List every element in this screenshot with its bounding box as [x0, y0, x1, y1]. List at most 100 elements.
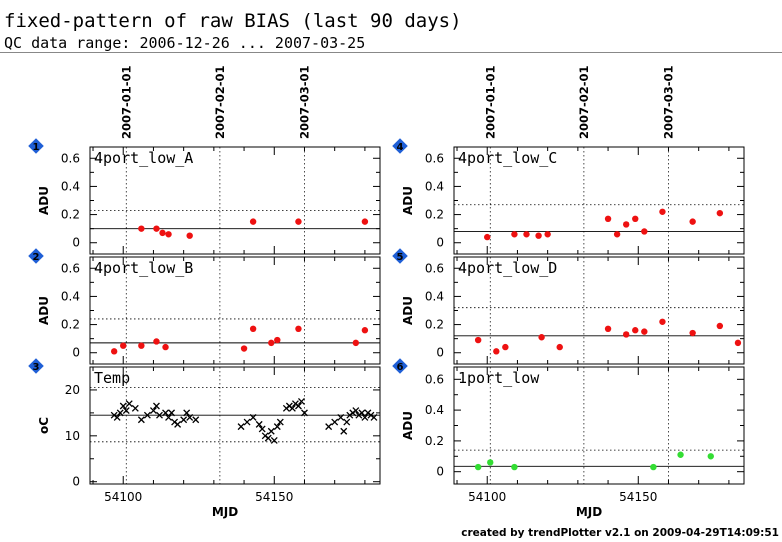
figure-title: fixed-pattern of raw BIAS (last 90 days) — [4, 10, 462, 32]
data-point — [358, 409, 366, 417]
x-tick-label: 54150 — [619, 490, 657, 504]
y-tick-label: 0 — [436, 346, 444, 360]
data-point — [484, 233, 491, 241]
panel-number-badge: 5 — [392, 248, 408, 264]
data-point — [343, 418, 351, 426]
data-point — [604, 215, 612, 223]
y-tick-label: 0.2 — [425, 434, 444, 448]
badge-number: 5 — [397, 252, 404, 263]
y-tick-label: 0.2 — [425, 208, 444, 222]
data-point — [288, 404, 296, 412]
data-point — [295, 218, 302, 225]
x-tick-label: 54150 — [255, 490, 293, 504]
data-point — [613, 231, 621, 238]
data-point — [487, 459, 494, 466]
y-axis-label: ADU — [37, 296, 51, 325]
data-point — [622, 221, 630, 228]
panel-number-badge: 2 — [28, 248, 44, 264]
data-point — [716, 322, 724, 330]
x-tick-label: 54100 — [468, 490, 506, 504]
data-point — [258, 425, 266, 433]
badge-number: 3 — [33, 362, 40, 373]
panel-4: 0 0.2 0.4 0.6 ADU 4port_low_C 4 2007-01-01 2007-… — [392, 65, 745, 255]
date-label: 2007-01-01 — [483, 65, 497, 139]
data-point — [474, 463, 482, 471]
series-label: 1port_low — [458, 369, 540, 387]
data-point — [556, 343, 563, 351]
data-point — [474, 336, 482, 344]
data-point — [294, 402, 302, 410]
x-axis-label: MJD — [576, 505, 602, 519]
data-point — [297, 397, 305, 405]
data-point — [138, 225, 145, 232]
y-tick-label: 0.6 — [425, 151, 444, 165]
data-point — [159, 229, 166, 237]
data-point — [165, 414, 173, 421]
y-axis-label: ADU — [37, 186, 51, 215]
data-point — [186, 414, 194, 421]
data-point — [264, 434, 272, 442]
x-axis-label: MJD — [212, 505, 238, 519]
data-point — [535, 232, 542, 239]
data-point — [113, 414, 121, 421]
data-point — [273, 423, 281, 431]
series-label: Temp — [94, 369, 130, 387]
data-point — [493, 348, 500, 355]
y-tick-label: 0 — [436, 465, 444, 479]
data-point — [138, 342, 145, 349]
panel-3: 0 10 20 oC Temp 3 54100 54150 MJD — [28, 358, 381, 519]
y-tick-label: 10 — [65, 429, 80, 443]
data-point — [689, 329, 696, 337]
panel-number-badge: 4 — [392, 138, 408, 154]
data-point — [361, 414, 369, 421]
data-point — [301, 409, 308, 417]
data-point — [180, 416, 188, 424]
y-axis-label: ADU — [401, 186, 415, 215]
date-label: 2007-02-01 — [577, 65, 591, 139]
series-label: 4port_low_C — [458, 149, 557, 167]
data-point — [604, 325, 612, 333]
badge-number: 6 — [397, 362, 404, 373]
data-point — [632, 327, 639, 334]
data-point — [659, 208, 666, 215]
footer-credit: created by trendPlotter v2.1 on 2009-04-… — [461, 527, 779, 539]
data-point — [544, 231, 551, 238]
data-point — [707, 453, 714, 460]
data-point — [116, 409, 124, 417]
y-tick-label: 0.2 — [425, 318, 444, 332]
data-point — [153, 225, 160, 232]
panel-number-badge: 6 — [392, 358, 408, 374]
panel-number-badge: 1 — [28, 138, 44, 154]
y-tick-label: 0.6 — [425, 372, 444, 386]
y-axis-label: ADU — [401, 296, 415, 325]
data-point — [162, 343, 169, 351]
series-label: 4port_low_D — [458, 259, 557, 277]
panel-6: 0 0.2 0.4 0.6 ADU 1port_low 6 54100 54150 MJD — [392, 358, 745, 519]
data-point — [268, 339, 275, 347]
data-point — [255, 420, 263, 428]
y-tick-label: 0 — [72, 236, 80, 250]
panel-5: 0 0.2 0.4 0.6 ADU 4port_low_D 5 — [392, 248, 745, 365]
data-point — [143, 411, 151, 419]
data-point — [340, 427, 348, 435]
data-point — [295, 325, 302, 333]
badge-number: 1 — [33, 142, 40, 153]
y-tick-label: 0.2 — [61, 318, 80, 332]
data-point — [632, 215, 639, 223]
data-point — [716, 209, 724, 217]
data-point — [650, 463, 657, 471]
panel-2: 0 0.2 0.4 0.6 ADU 4port_low_B 2 — [28, 248, 381, 365]
y-tick-label: 0.4 — [61, 179, 80, 193]
data-point — [237, 423, 245, 431]
y-tick-label: 0.6 — [425, 261, 444, 275]
data-point — [641, 228, 648, 235]
data-point — [511, 231, 518, 238]
data-point — [352, 407, 360, 415]
data-point — [511, 463, 518, 471]
series-label: 4port_low_A — [94, 149, 193, 167]
data-point — [125, 400, 133, 408]
data-point — [361, 327, 369, 334]
data-point — [186, 232, 193, 239]
y-tick-label: 0.4 — [61, 289, 80, 303]
